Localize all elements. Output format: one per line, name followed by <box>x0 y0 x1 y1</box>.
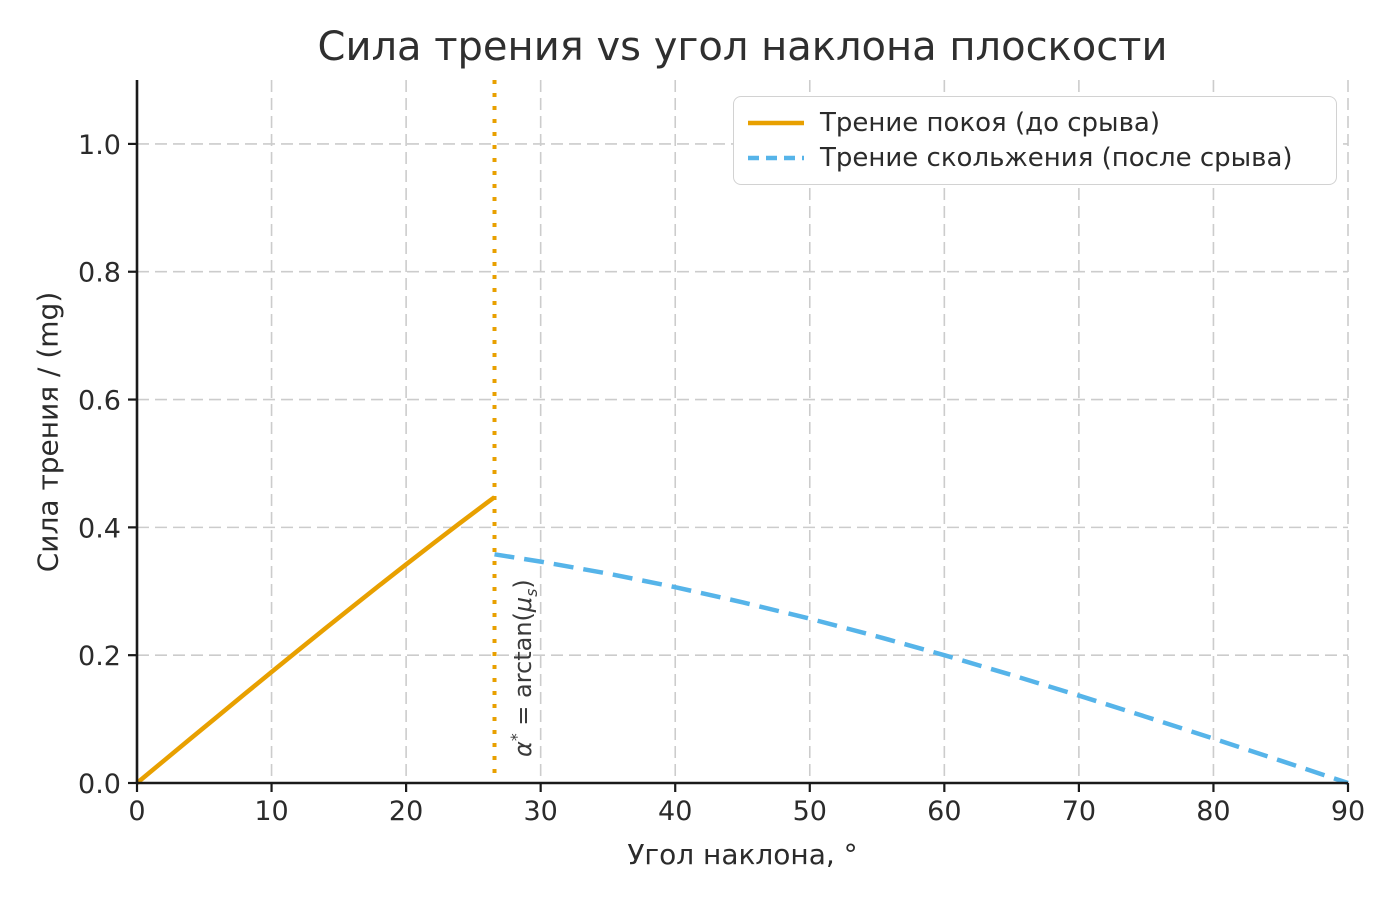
y-tick-label: 1.0 <box>78 130 121 161</box>
legend-label-kinetic: Трение скольжения (после срыва) <box>820 143 1293 174</box>
x-axis-label: Угол наклона, ° <box>627 838 858 871</box>
static-friction-line <box>135 495 496 785</box>
legend-item-static: Трение покоя (до срыва) <box>748 108 1322 138</box>
annotation-mid: = arctan( <box>509 612 537 734</box>
y-tick-label: 0.4 <box>78 513 121 544</box>
annotation-close: ) <box>509 579 537 589</box>
x-tick-label: 60 <box>927 796 961 827</box>
x-tick-label: 50 <box>793 796 827 827</box>
x-tick-label: 90 <box>1331 796 1365 827</box>
chart-title: Сила трения vs угол наклона плоскости <box>317 24 1168 70</box>
x-tick-label: 10 <box>254 796 288 827</box>
x-tick-label: 20 <box>389 796 423 827</box>
y-tick-label: 0.0 <box>78 769 121 800</box>
legend-line-dashed-icon <box>748 156 804 161</box>
critical-angle-annotation: α* = arctan(μs) <box>508 579 541 757</box>
y-tick-label: 0.2 <box>78 641 121 672</box>
x-tick-label: 70 <box>1062 796 1096 827</box>
x-tick-label: 40 <box>658 796 692 827</box>
annotation-sub-s: s <box>522 588 541 597</box>
annotation-mu: μ <box>509 596 537 613</box>
x-tick-label: 0 <box>128 796 145 827</box>
y-axis-label: Сила трения / (mg) <box>31 291 65 573</box>
annotation-alpha: α <box>509 741 537 757</box>
legend: Трение покоя (до срыва) Трение скольжени… <box>733 96 1337 185</box>
legend-label-static: Трение покоя (до срыва) <box>820 107 1160 138</box>
kinetic-friction-line <box>494 552 1349 786</box>
legend-line-solid-icon <box>748 120 804 125</box>
y-tick-label: 0.8 <box>78 258 121 289</box>
y-tick-label: 0.6 <box>78 386 121 417</box>
x-tick-label: 30 <box>523 796 557 827</box>
legend-item-kinetic: Трение скольжения (после срыва) <box>748 143 1322 173</box>
x-tick-label: 80 <box>1196 796 1230 827</box>
annotation-star: * <box>508 733 526 742</box>
